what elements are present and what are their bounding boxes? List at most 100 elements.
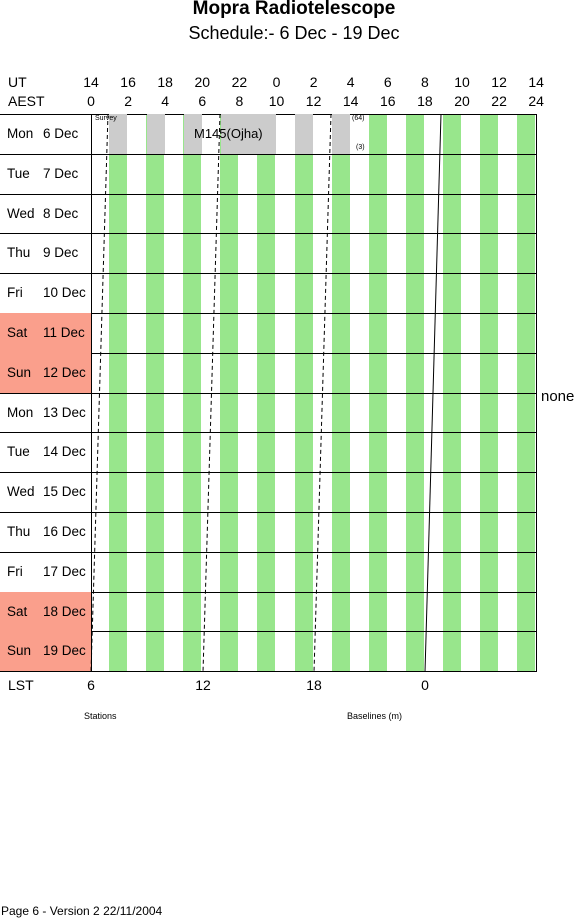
day-name: Sun [7, 365, 32, 380]
aest-tick: 8 [235, 93, 244, 109]
day-name: Mon [7, 405, 34, 420]
day-name: Sat [7, 325, 28, 340]
day-date: 12 Dec [43, 365, 86, 380]
row-divider [0, 194, 537, 195]
left-border [91, 114, 92, 672]
day-name: Wed [7, 484, 35, 499]
row-divider [0, 393, 537, 394]
day-cell: Mon 6 Dec [0, 114, 91, 154]
lst-tick: 18 [306, 677, 322, 693]
ut-tick: 22 [231, 74, 248, 90]
observation-block [295, 114, 313, 154]
row-divider [0, 432, 537, 433]
ut-tick: 6 [383, 74, 392, 90]
row-divider [0, 313, 537, 314]
row-divider [0, 512, 537, 513]
aest-tick: 18 [417, 93, 433, 109]
stations-label: Stations [84, 711, 117, 721]
lst-line [424, 113, 442, 673]
day-name: Sat [7, 604, 28, 619]
aest-tick: 24 [528, 93, 544, 109]
green-stripe [332, 114, 350, 671]
ut-tick: 18 [157, 74, 173, 90]
aest-tick: 4 [161, 93, 170, 109]
ut-tick: 4 [346, 74, 355, 90]
aest-tick: 20 [454, 93, 470, 109]
observation-block [109, 114, 127, 154]
day-cell: Sun 12 Dec [0, 353, 91, 393]
green-stripe [183, 114, 201, 671]
green-stripe [295, 114, 313, 671]
lst-line [90, 113, 109, 673]
day-name: Tue [7, 166, 30, 181]
day-date: 15 Dec [43, 484, 86, 499]
ut-tick: 16 [120, 74, 136, 90]
day-date: 6 Dec [43, 126, 79, 141]
green-stripe [369, 114, 387, 671]
day-cell: Tue 7 Dec [0, 154, 91, 194]
green-stripe [257, 114, 275, 671]
baselines-label: Baselines (m) [347, 711, 403, 721]
day-name: Wed [7, 206, 35, 221]
row-divider [0, 592, 537, 593]
green-stripe [146, 114, 164, 671]
day-cell: Thu 9 Dec [0, 233, 91, 273]
day-cell: Thu 16 Dec [0, 512, 91, 552]
ut-tick: 0 [272, 74, 281, 90]
day-date: 13 Dec [43, 405, 86, 420]
day-date: 17 Dec [43, 564, 86, 579]
lst-tick: 6 [87, 677, 95, 693]
row-divider [0, 353, 537, 354]
day-name: Mon [7, 126, 34, 141]
day-cell: Mon 13 Dec [0, 393, 91, 433]
page-title: Mopra Radiotelescope [192, 0, 396, 19]
day-cell: Fri 10 Dec [0, 273, 91, 313]
day-name: Sun [7, 643, 32, 658]
observation-note-bottom: (3) [356, 144, 365, 151]
ut-tick: 12 [491, 74, 507, 90]
aest-tick: 0 [87, 93, 95, 109]
row-divider [0, 273, 537, 274]
observation-note-top: (64) [352, 115, 365, 122]
survey-label: Survey [95, 115, 117, 122]
green-stripe [406, 114, 424, 671]
aest-tick: 14 [342, 93, 359, 109]
green-stripe [109, 114, 127, 671]
aest-tick: 22 [491, 93, 507, 109]
page-info: Page 6 - Version 2 22/11/2004 [1, 904, 163, 918]
day-date: 19 Dec [43, 643, 86, 658]
green-stripe [443, 114, 461, 671]
day-date: 18 Dec [43, 604, 86, 619]
aest-tick: 16 [380, 93, 396, 109]
config-none-label: none [541, 388, 575, 405]
day-date: 14 Dec [43, 444, 86, 459]
ut-tick: 14 [528, 74, 544, 90]
day-date: 8 Dec [43, 206, 79, 221]
ut-tick: 20 [194, 74, 211, 90]
day-cell: Sun 19 Dec [0, 631, 91, 671]
day-date: 10 Dec [43, 285, 86, 300]
day-cell: Wed 8 Dec [0, 194, 91, 234]
day-column: Mon 6 Dec Tue 7 Dec Wed 8 Dec Thu 9 Dec Fri 10 De… [0, 114, 91, 672]
day-name: Thu [7, 524, 31, 539]
aest-tick: 10 [268, 93, 285, 109]
lst-tick: 0 [421, 677, 429, 693]
row-divider [0, 472, 537, 473]
ut-tick: 10 [454, 74, 470, 90]
ut-label: UT [8, 74, 27, 90]
day-name: Fri [7, 564, 23, 579]
observation-block [184, 114, 202, 154]
row-divider [0, 671, 537, 672]
day-date: 11 Dec [43, 325, 85, 340]
green-stripe [517, 114, 535, 671]
day-cell: Sat 11 Dec [0, 313, 91, 353]
day-name: Thu [7, 245, 31, 260]
row-divider [0, 154, 537, 155]
lst-label: LST [8, 677, 34, 693]
ut-tick: 8 [420, 74, 429, 90]
row-divider [0, 552, 537, 553]
green-stripe [480, 114, 498, 671]
lst-tick: 12 [195, 677, 211, 693]
day-cell: Wed 15 Dec [0, 472, 91, 512]
day-cell: Sat 18 Dec [0, 592, 91, 632]
